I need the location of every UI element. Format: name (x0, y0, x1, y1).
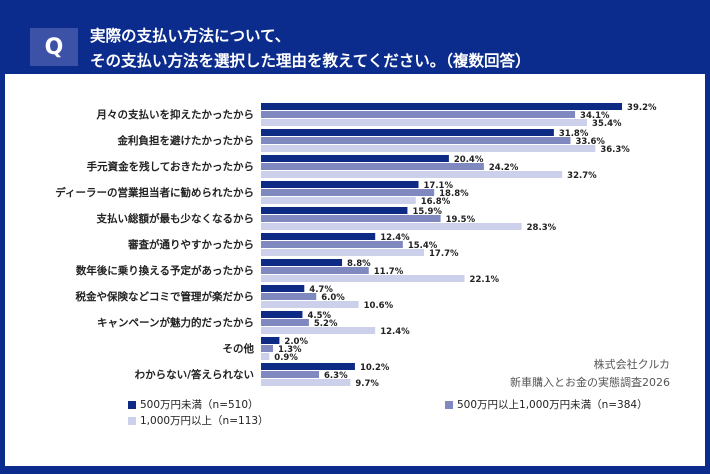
data-label: 15.4% (408, 241, 438, 251)
category-label: 月々の支払いを抑えたかったから (96, 108, 255, 121)
data-label: 4.5% (307, 311, 331, 321)
data-label: 33.6% (575, 137, 605, 147)
category-label: 税金や保険などコミで管理が楽だから (76, 290, 255, 303)
bar (261, 129, 554, 136)
bar (261, 189, 435, 196)
legend-swatch (128, 416, 136, 425)
bar (261, 267, 369, 274)
company-name: 株式会社クルカ (593, 358, 670, 371)
data-label: 17.1% (423, 181, 453, 191)
data-label: 5.2% (314, 319, 338, 329)
data-label: 36.3% (600, 145, 630, 155)
bar (261, 259, 343, 266)
bar (261, 103, 623, 110)
data-label: 19.5% (446, 215, 476, 225)
bar (261, 275, 465, 282)
bar (261, 337, 280, 344)
legend-item-3: 1,000万円以上（n=113） (128, 413, 269, 428)
data-label: 6.0% (321, 293, 345, 303)
bar (261, 233, 376, 240)
data-label: 18.8% (439, 189, 469, 199)
bar (261, 311, 303, 318)
bar (261, 155, 449, 162)
credit: 株式会社クルカ 新車購入とお金の実態調査2026 (510, 356, 670, 392)
bar (261, 345, 273, 352)
data-label: 10.6% (364, 301, 394, 311)
legend-label: 500万円未満（n=510） (140, 399, 259, 411)
bar (261, 171, 563, 178)
category-label: キャンペーンが魅力的だったから (97, 316, 254, 329)
legend-swatch (445, 400, 453, 409)
data-label: 35.4% (592, 119, 622, 129)
bar (261, 249, 425, 256)
data-label: 6.3% (324, 371, 348, 381)
data-label: 31.8% (559, 129, 589, 139)
category-label: 数年後に乗り換える予定があったから (75, 264, 254, 277)
data-label: 32.7% (567, 171, 597, 181)
data-label: 39.2% (627, 103, 657, 113)
bar (261, 371, 320, 378)
data-label: 8.8% (347, 259, 371, 269)
survey-name: 新車購入とお金の実態調査2026 (510, 376, 670, 389)
category-label: 支払い総額が最も少なくなるから (96, 212, 255, 225)
bar (261, 111, 576, 118)
title-line-1: 実際の支払い方法について、 (90, 27, 291, 45)
bar (261, 163, 484, 170)
data-label: 16.8% (421, 197, 451, 207)
bar (261, 363, 355, 370)
bar (261, 327, 376, 334)
data-label: 10.2% (360, 363, 390, 373)
bar (261, 241, 403, 248)
data-label: 12.4% (380, 233, 410, 243)
bar (261, 293, 317, 300)
bar (261, 181, 419, 188)
data-label: 11.7% (374, 267, 404, 277)
bar (261, 119, 588, 126)
data-label: 28.3% (527, 223, 557, 233)
bar (261, 223, 522, 230)
data-label: 0.9% (274, 353, 298, 363)
data-label: 34.1% (580, 111, 610, 121)
data-label: 22.1% (470, 275, 500, 285)
category-label: わからない/答えられない (135, 368, 254, 381)
bar (261, 353, 270, 360)
data-label: 15.9% (412, 207, 442, 217)
bar (261, 197, 416, 204)
data-label: 9.7% (355, 379, 379, 389)
question-title: 実際の支払い方法について、 その支払い方法を選択した理由を教えてください。（複数… (90, 24, 531, 74)
q-badge: Q (30, 28, 78, 66)
data-label: 2.0% (284, 337, 308, 347)
legend-item-1: 500万円未満（n=510） (128, 397, 259, 412)
bar (261, 301, 359, 308)
data-label: 4.7% (309, 285, 333, 295)
category-label: 手元資金を残しておきたかったから (87, 160, 254, 173)
bar (261, 137, 571, 144)
data-label: 1.3% (278, 345, 302, 355)
bar (261, 215, 441, 222)
legend-swatch (128, 400, 136, 409)
legend-item-2: 500万円以上1,000万円未満（n=384） (445, 397, 648, 412)
bar (261, 145, 596, 152)
category-label: ディーラーの営業担当者に勧められたから (55, 186, 254, 199)
category-label: その他 (223, 342, 255, 355)
bar (261, 319, 309, 326)
legend-label: 500万円以上1,000万円未満（n=384） (457, 399, 648, 411)
bar (261, 207, 408, 214)
data-label: 12.4% (380, 327, 410, 337)
data-label: 17.7% (429, 249, 459, 259)
title-line-2: その支払い方法を選択した理由を教えてください。（複数回答） (90, 52, 531, 70)
data-label: 24.2% (489, 163, 519, 173)
bar (261, 379, 351, 386)
category-label: 審査が通りやすかったから (127, 238, 254, 251)
data-label: 20.4% (454, 155, 484, 165)
bar (261, 285, 305, 292)
legend-label: 1,000万円以上（n=113） (140, 415, 269, 427)
category-label: 金利負担を避けたかったから (117, 134, 255, 147)
